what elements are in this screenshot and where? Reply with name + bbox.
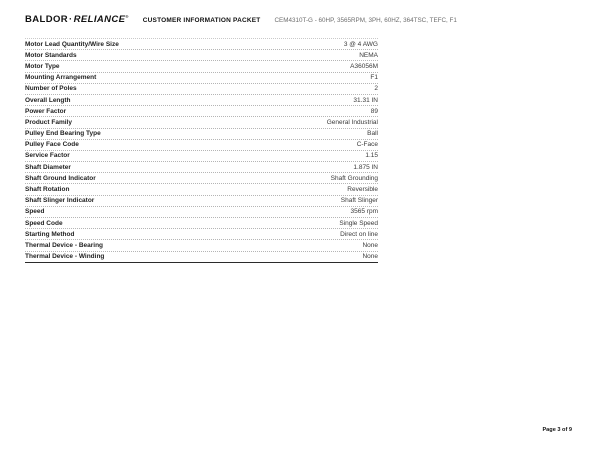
table-row: Shaft Ground Indicator Shaft Grounding [25,173,378,185]
spec-value: Shaft Grounding [330,174,378,182]
spec-value: Direct on line [340,230,378,238]
spec-value: NEMA [359,51,378,59]
spec-label: Pulley End Bearing Type [25,130,101,138]
spec-label: Mounting Arrangement [25,74,97,82]
spec-label: Thermal Device - Winding [25,253,105,261]
spec-label: Product Family [25,118,72,126]
spec-label: Shaft Diameter [25,163,71,171]
spec-label: Shaft Ground Indicator [25,174,96,182]
document-title: CUSTOMER INFORMATION PACKET [142,17,261,25]
table-row: Speed 3565 rpm [25,207,378,218]
table-row: Shaft Slinger Indicator Shaft Slinger [25,196,378,207]
logo-dot-separator: · [69,14,73,26]
table-row: Pulley Face Code C-Face [25,140,378,151]
table-row: Thermal Device - Bearing None [25,240,378,252]
spec-label: Motor Lead Quantity/Wire Size [25,40,119,48]
spec-value: General Industrial [326,118,378,126]
table-row: Motor Lead Quantity/Wire Size 3 @ 4 AWG [25,39,378,51]
document-header: BALDOR·RELIANCE® CUSTOMER INFORMATION PA… [25,14,575,25]
logo-baldor-text: BALDOR [25,14,69,26]
logo-reliance-text: RELIANCE [73,14,126,26]
spec-label: Starting Method [25,230,75,238]
spec-label: Number of Poles [25,85,77,93]
spec-label: Speed [25,208,45,216]
table-row: Pulley End Bearing Type Ball [25,129,378,140]
spec-label: Speed Code [25,219,63,227]
spec-value: Single Speed [339,219,378,227]
spec-value: A36056M [350,62,378,70]
spec-value: Shaft Slinger [340,197,378,205]
spec-value: 3 @ 4 AWG [343,40,378,48]
spec-value: Reversible [347,186,378,194]
spec-label: Service Factor [25,152,70,160]
table-row: Product Family General Industrial [25,117,378,129]
page-indicator: Page 3 of 9 [542,427,572,433]
table-row: Shaft Rotation Reversible [25,184,378,196]
spec-value: F1 [370,74,378,82]
spec-value: 3565 rpm [350,208,378,216]
table-row: Motor Type A36056M [25,61,378,73]
spec-value: None [362,241,378,249]
baldor-reliance-logo: BALDOR·RELIANCE® [25,14,129,25]
table-row: Motor Standards NEMA [25,50,378,62]
spec-value: None [362,253,378,261]
spec-label: Motor Type [25,62,60,70]
spec-label: Overall Length [25,96,71,104]
spec-value: C-Face [356,141,378,149]
spec-label: Thermal Device - Bearing [25,241,104,249]
spec-label: Motor Standards [25,51,77,59]
spec-label: Pulley Face Code [25,141,79,149]
spec-value: 1.875 IN [353,163,378,171]
spec-table: Motor Lead Quantity/Wire Size 3 @ 4 AWG … [25,38,378,263]
table-row: Shaft Diameter 1.875 IN [25,162,378,174]
spec-value: 31.31 IN [353,96,378,104]
table-row: Overall Length 31.31 IN [25,95,378,107]
spec-label: Power Factor [25,107,67,115]
table-row: Thermal Device - Winding None [25,252,378,263]
spec-value: 2 [374,85,378,93]
spec-value: Ball [367,130,378,138]
spec-label: Shaft Rotation [25,186,70,194]
table-row: Speed Code Single Speed [25,218,378,230]
table-row: Service Factor 1.15 [25,151,378,163]
table-row: Mounting Arrangement F1 [25,73,378,84]
spec-value: 89 [370,107,378,115]
table-row: Number of Poles 2 [25,84,378,95]
logo-trademark-symbol: ® [125,14,129,19]
product-spec-line: CEM4310T-G - 60HP, 3565RPM, 3PH, 60HZ, 3… [274,17,457,25]
spec-value: 1.15 [365,152,378,160]
table-row: Starting Method Direct on line [25,229,378,241]
table-row: Power Factor 89 [25,106,378,118]
spec-label: Shaft Slinger Indicator [25,197,95,205]
